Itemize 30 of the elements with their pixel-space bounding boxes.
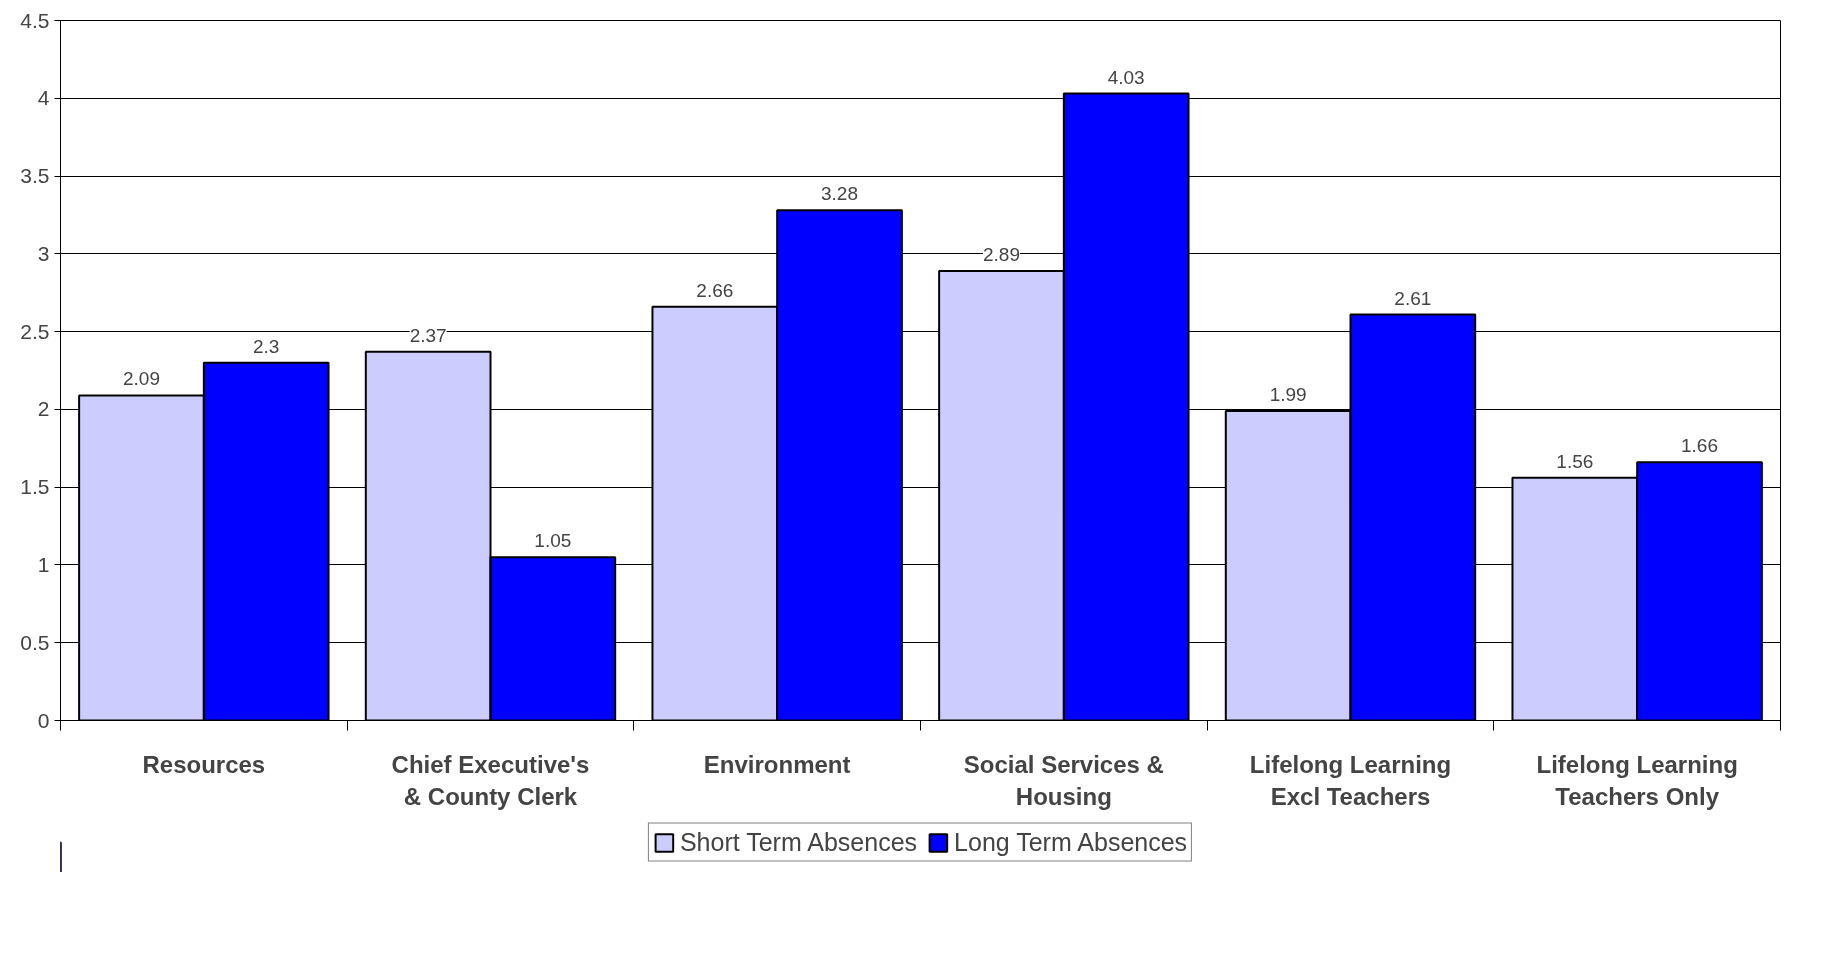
data-label: 2.89 xyxy=(982,243,1020,265)
data-label: 2.09 xyxy=(122,368,160,390)
data-label: 3.28 xyxy=(821,183,859,205)
data-label: 1.56 xyxy=(1556,450,1594,472)
y-tick-label: 4.5 xyxy=(20,8,50,32)
y-tick-label: 0.5 xyxy=(20,630,50,654)
data-label: 1.05 xyxy=(534,530,572,552)
legend-label: Short Term Absences xyxy=(679,827,918,857)
y-tick-label: 3 xyxy=(37,241,50,265)
x-tick-label: Environment xyxy=(703,750,851,778)
y-tick-label: 2 xyxy=(37,397,50,421)
data-label: 2.3 xyxy=(252,335,280,357)
y-tick-label: 0 xyxy=(37,708,50,732)
x-tick-label: Chief Executive's & County Clerk xyxy=(391,750,590,810)
data-label: 4.03 xyxy=(1107,66,1145,88)
data-label: 2.66 xyxy=(696,279,734,301)
y-tick-label: 1.5 xyxy=(20,475,50,499)
x-tick-label: Resources xyxy=(142,750,266,778)
x-tick-label: Lifelong Learning Excl Teachers xyxy=(1249,750,1452,810)
legend-label: Long Term Absences xyxy=(954,827,1188,857)
y-tick-label: 3.5 xyxy=(20,164,50,188)
x-tick-label: Lifelong Learning Teachers Only xyxy=(1536,750,1738,810)
y-tick-label: 1 xyxy=(37,552,50,576)
data-label: 2.37 xyxy=(409,324,447,346)
y-tick-label: 2.5 xyxy=(20,319,50,343)
x-tick-label: Social Services & Housing xyxy=(963,750,1164,810)
y-tick-label: 4 xyxy=(37,86,50,110)
data-label: 2.61 xyxy=(1394,287,1432,309)
data-label: 1.99 xyxy=(1269,383,1307,405)
data-label: 1.66 xyxy=(1681,435,1719,457)
